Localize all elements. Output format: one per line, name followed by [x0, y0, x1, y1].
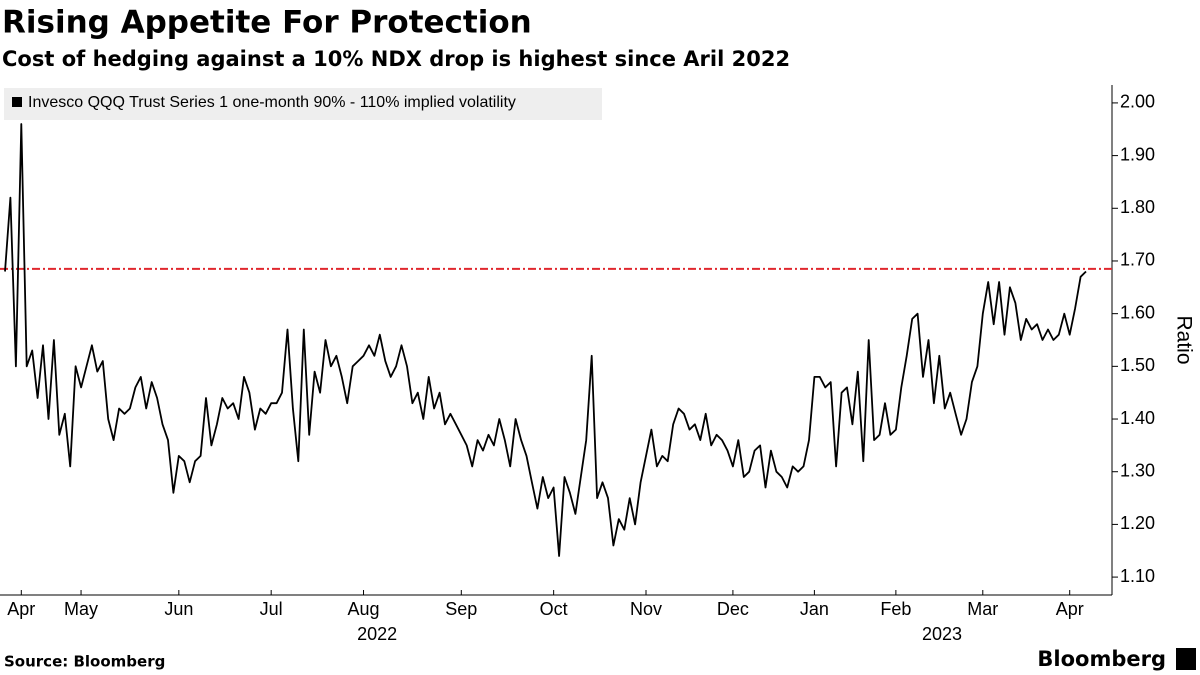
brand-logo [1176, 648, 1196, 670]
legend-swatch [12, 97, 22, 107]
x-tick-label: Aug [348, 599, 380, 619]
x-tick-label: Jul [260, 599, 283, 619]
chart-title: Rising Appetite For Protection [2, 5, 532, 41]
x-tick-label: Apr [1056, 599, 1084, 619]
y-tick-label: 1.40 [1120, 408, 1155, 428]
brand: Bloomberg [1037, 647, 1166, 671]
y-tick-label: 1.10 [1120, 566, 1155, 586]
y-tick-label: 1.80 [1120, 197, 1155, 217]
legend-label: Invesco QQQ Trust Series 1 one-month 90%… [28, 94, 516, 111]
y-tick-label: 1.20 [1120, 513, 1155, 533]
year-label: 2023 [922, 624, 962, 644]
y-tick-label: 1.50 [1120, 355, 1155, 375]
y-tick-label: 2.00 [1120, 92, 1155, 112]
x-tick-label: Feb [880, 599, 911, 619]
x-tick-label: Jun [164, 599, 193, 619]
year-label: 2022 [357, 624, 397, 644]
x-tick-label: Mar [967, 599, 998, 619]
x-tick-label: Sep [445, 599, 477, 619]
source: Source: Bloomberg [4, 653, 165, 671]
legend-box [4, 88, 602, 120]
x-tick-label: May [64, 599, 98, 619]
x-tick-label: Oct [540, 599, 568, 619]
y-tick-label: 1.70 [1120, 250, 1155, 270]
chart-subtitle: Cost of hedging against a 10% NDX drop i… [2, 47, 790, 71]
series-line [4, 123, 1087, 557]
y-tick-label: 1.90 [1120, 144, 1155, 164]
x-tick-label: Apr [7, 599, 35, 619]
x-tick-label: Nov [630, 599, 662, 619]
x-tick-label: Dec [717, 599, 749, 619]
y-tick-label: 1.30 [1120, 460, 1155, 480]
y-axis-label: Ratio [1172, 315, 1195, 364]
x-tick-label: Jan [800, 599, 829, 619]
y-tick-label: 1.60 [1120, 302, 1155, 322]
